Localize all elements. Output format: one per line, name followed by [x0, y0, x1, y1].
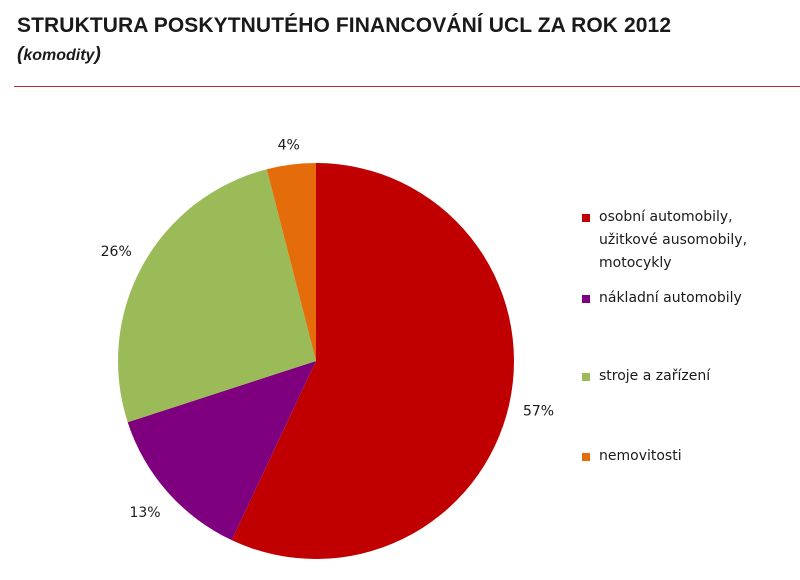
legend-label-line3: motocykly — [599, 255, 672, 271]
pie-slice-stroje-a-zarizeni — [117, 169, 316, 423]
legend-label: nemovitosti — [599, 448, 682, 464]
pie-slice-osobni-automobily — [231, 163, 514, 559]
legend-item-nemovitosti: nemovitosti — [582, 445, 797, 468]
pct-label-stroje-a-zarizeni: 26% — [101, 244, 132, 260]
pct-label-osobni-automobily: 57% — [523, 404, 554, 420]
legend-swatch-red — [582, 214, 590, 222]
legend-item-nakladni-automobily: nákladní automobily — [582, 287, 797, 310]
legend-label: stroje a zařízení — [599, 368, 711, 384]
pie-slices — [117, 163, 514, 559]
pie-slice-nemovitosti — [266, 163, 316, 361]
subtitle-open-paren: ( — [17, 44, 24, 65]
legend-label-line2: užitkové ausomobily, — [599, 232, 748, 248]
legend-swatch-green — [582, 373, 590, 381]
legend-item-stroje-a-zarizeni: stroje a zařízení — [582, 365, 797, 388]
pct-label-nemovitosti: 4% — [278, 138, 300, 154]
chart-subtitle: (komodity) — [17, 44, 101, 66]
legend-item-osobni-automobily: osobní automobily, užitkové ausomobily, … — [582, 206, 797, 275]
pie-slice-nakladni-automobily — [127, 361, 316, 541]
legend-swatch-orange — [582, 453, 590, 461]
pct-label-nakladni-automobily: 13% — [129, 505, 160, 521]
legend-swatch-purple — [582, 295, 590, 303]
subtitle-close-paren: ) — [94, 44, 101, 65]
chart-title: STRUKTURA POSKYTNUTÉHO FINANCOVÁNÍ UCL Z… — [17, 14, 672, 37]
pie-percent-labels: 57% 13% 26% 4% — [101, 138, 554, 521]
legend-label: nákladní automobily — [599, 290, 742, 306]
title-divider — [14, 86, 800, 87]
legend-label-line1: osobní automobily, — [599, 209, 733, 225]
subtitle-text: komodity — [23, 47, 95, 64]
